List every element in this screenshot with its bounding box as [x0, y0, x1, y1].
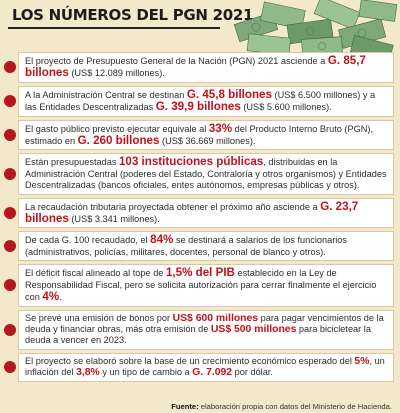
list-item: El gasto público previsto ejecutar equiv… [4, 119, 394, 151]
source-text: elaboración propia con datos del Ministe… [198, 402, 392, 411]
bullet-icon [4, 207, 16, 220]
list-item: Están presupuestadas 103 instituciones p… [4, 153, 394, 195]
bullet-icon [4, 95, 16, 108]
facts-list: El proyecto de Presupuesto General de la… [4, 52, 394, 385]
bullet-icon [4, 168, 16, 181]
list-item: A la Administración Central se destinan … [4, 85, 394, 117]
bullet-icon [4, 240, 16, 253]
source-note: Fuente: elaboración propia con datos del… [171, 402, 392, 411]
list-item: De cada G. 100 recaudado, el 84% se dest… [4, 231, 394, 262]
bullet-icon [4, 323, 16, 336]
list-item: El déficit fiscal alineado al tope de 1,… [4, 264, 394, 307]
source-label: Fuente: [171, 402, 199, 411]
list-item: El proyecto se elaboró sobre la base de … [4, 352, 394, 382]
list-item: Se prevé una emisión de bonos por US$ 60… [4, 309, 394, 350]
page-title: LOS NÚMEROS DEL PGN 2021 [12, 6, 254, 24]
bullet-icon [4, 361, 16, 374]
list-item: La recaudación tributaria proyectada obt… [4, 197, 394, 229]
bullet-icon [4, 279, 16, 292]
bullet-icon [4, 129, 16, 142]
title-underline [8, 27, 220, 29]
bullet-icon [4, 61, 16, 74]
list-item: El proyecto de Presupuesto General de la… [4, 52, 394, 83]
